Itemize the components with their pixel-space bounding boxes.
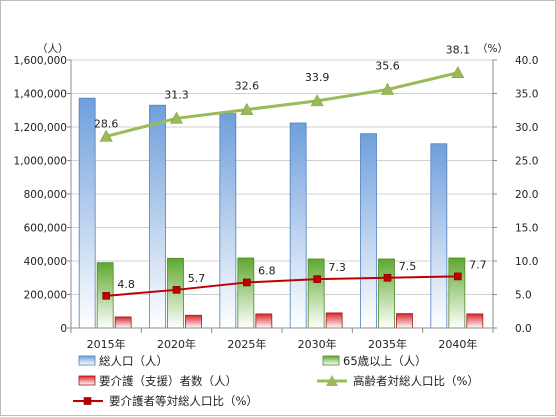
elderly-ratio-marker — [99, 129, 113, 142]
care-needed-bar — [114, 316, 132, 329]
elderly-ratio-label: 35.6 — [375, 59, 400, 72]
care-ratio-marker — [172, 286, 181, 294]
left-tick-label: 600,000 — [24, 223, 67, 235]
elderly-ratio-marker — [380, 82, 395, 95]
right-tick-label: 20.0 — [515, 189, 538, 201]
legend-care-ratio-label: 要介護者等対総人口比（%） — [109, 394, 258, 408]
legend-age65-plus-label: 65歳以上（人） — [343, 354, 427, 368]
left-tick-label: 1,600,000 — [14, 55, 67, 67]
data-labels: 28.6 31.3 32.6 33.9 35.6 38.1 4.8 5.7 6.8 7.3 7.5 7… — [94, 44, 487, 291]
right-tick-label: 25.0 — [515, 156, 538, 168]
legend-total-population-label: 総人口（人） — [99, 354, 168, 368]
legend-care-needed-label: 要介護（支援）者数（人） — [99, 374, 237, 388]
category-label: 2030年 — [298, 337, 337, 351]
elderly-ratio-marker — [169, 111, 184, 124]
total-population-bar — [149, 104, 166, 329]
care-needed-bar — [185, 314, 202, 329]
elderly-ratio-label: 31.3 — [164, 88, 189, 101]
care-ratio-marker — [243, 278, 251, 287]
total-population-bar — [289, 122, 307, 329]
legend-care-needed-swatch — [78, 375, 96, 386]
age65-plus-bar — [448, 257, 466, 329]
total-population-bar — [360, 133, 377, 329]
left-tick-label: 800,000 — [24, 189, 67, 201]
right-tick-label: 15.0 — [515, 223, 538, 235]
legend-care-ratio-marker — [83, 397, 92, 405]
age65-plus-bar — [378, 258, 395, 329]
legend-age65-plus-swatch — [322, 355, 340, 366]
care-needed-bar — [396, 313, 413, 329]
category-label: 2040年 — [438, 337, 477, 351]
category-label: 2025年 — [227, 337, 266, 351]
gridlines — [71, 59, 493, 295]
care-ratio-label: 7.3 — [328, 261, 346, 274]
care-ratio-label: 7.5 — [399, 260, 417, 273]
care-ratio-marker — [313, 275, 321, 283]
elderly-ratio-label: 28.6 — [94, 117, 119, 130]
care-needed-bar — [325, 312, 343, 329]
category-label: 2035年 — [368, 337, 407, 351]
elderly-ratio-marker — [451, 66, 465, 79]
right-tick-label: 10.0 — [515, 256, 538, 268]
left-tick-label: 1,400,000 — [14, 89, 67, 101]
care-ratio-line — [106, 275, 458, 297]
left-tick-label: 200,000 — [24, 290, 67, 302]
left-tick-label: 0 — [60, 323, 67, 335]
total-population-bar — [430, 143, 448, 329]
right-tick-label: 40.0 — [515, 55, 538, 67]
left-tick-label: 400,000 — [24, 256, 67, 268]
elderly-ratio-label: 38.1 — [446, 44, 471, 57]
care-ratio-label: 5.7 — [188, 272, 206, 285]
right-tick-label: 0.0 — [515, 323, 532, 335]
elderly-ratio-label: 33.9 — [305, 71, 330, 84]
series-lines — [99, 66, 465, 300]
age65-plus-bar — [307, 258, 325, 329]
category-label: 2020年 — [157, 337, 196, 351]
care-ratio-marker — [383, 273, 392, 282]
care-ratio-label: 7.7 — [469, 258, 487, 271]
elderly-ratio-line — [105, 71, 459, 138]
legend: 総人口（人） 65歳以上（人） 要介護（支援）者数（人） 高齢者対総人口比（%） 要介護… — [73, 354, 479, 408]
care-needed-bar — [255, 313, 273, 329]
care-ratio-marker — [102, 292, 110, 300]
left-axis-unit: （人） — [37, 43, 69, 55]
total-population-bar — [78, 97, 96, 329]
care-ratio-marker — [454, 272, 462, 281]
left-tick-label: 1,000,000 — [14, 156, 67, 168]
elderly-ratio-marker — [240, 102, 254, 115]
category-label: 2015年 — [87, 337, 126, 351]
elderly-ratio-marker — [310, 94, 324, 107]
right-axis-unit: （%） — [477, 43, 508, 55]
care-ratio-label: 4.8 — [117, 278, 135, 291]
total-population-bar — [219, 113, 237, 329]
right-tick-label: 5.0 — [515, 290, 532, 302]
right-tick-label: 30.0 — [515, 122, 538, 134]
right-tick-label: 35.0 — [515, 89, 538, 101]
age65-plus-bar — [237, 257, 255, 329]
legend-total-population-swatch — [78, 355, 96, 366]
left-tick-label: 1,200,000 — [14, 122, 67, 134]
care-ratio-label: 6.8 — [258, 264, 276, 277]
legend-elderly-ratio-marker — [326, 375, 338, 386]
legend-elderly-ratio-label: 高齢者対総人口比（%） — [353, 374, 479, 388]
axes: 0 0.0 200,000 5.0 400,000 10.0 600,000 15.0 800,… — [14, 43, 539, 351]
elderly-ratio-label: 32.6 — [235, 80, 260, 93]
care-needed-bar — [466, 313, 484, 329]
